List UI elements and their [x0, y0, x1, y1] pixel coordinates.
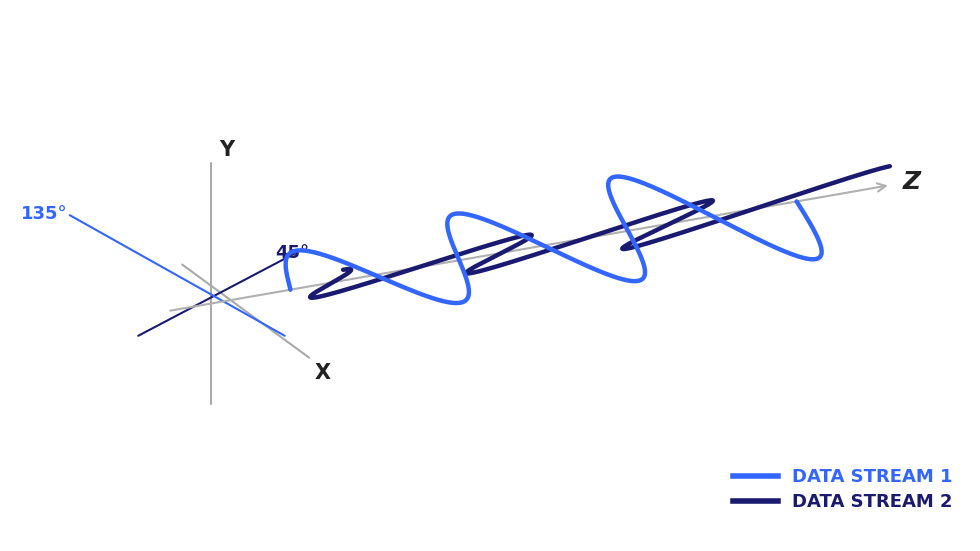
Text: 45°: 45°	[275, 244, 309, 262]
Text: Z: Z	[903, 170, 920, 195]
Text: X: X	[315, 363, 330, 383]
Text: Y: Y	[220, 141, 234, 160]
Legend: DATA STREAM 1, DATA STREAM 2: DATA STREAM 1, DATA STREAM 2	[725, 461, 959, 518]
Text: 135°: 135°	[21, 206, 68, 223]
